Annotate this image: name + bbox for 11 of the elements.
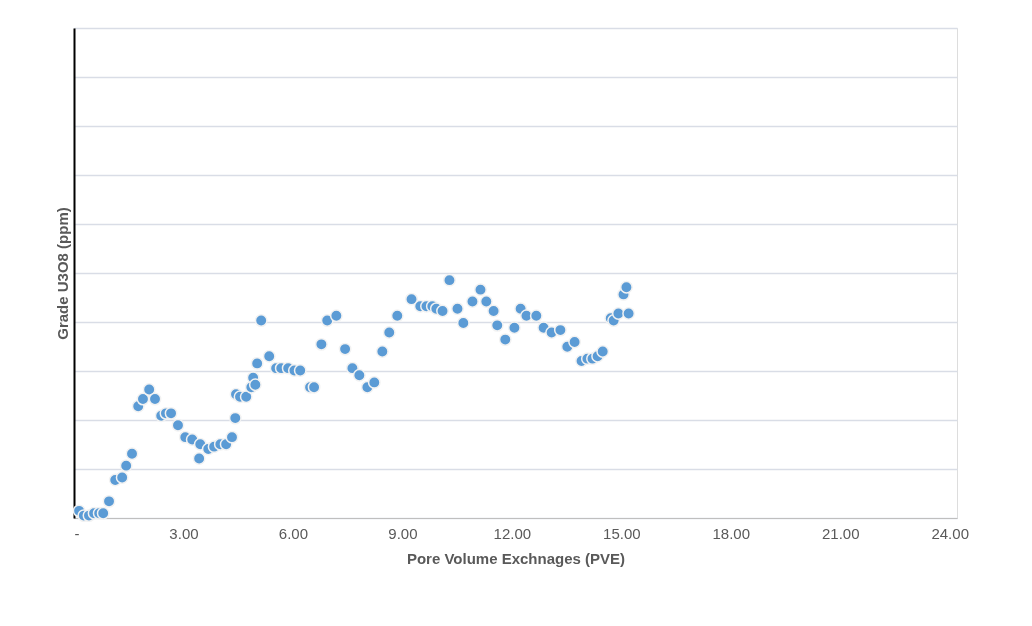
- x-tick-label: 6.00: [278, 524, 309, 542]
- x-tick-label: 21.00: [821, 524, 860, 542]
- x-tick-label: -: [74, 524, 80, 542]
- x-tick-label: 9.00: [388, 524, 418, 542]
- x-axis-title: Pore Volume Exchnages (PVE): [406, 549, 626, 567]
- x-tick-label: 15.00: [603, 524, 641, 542]
- x-tick-label: 24.00: [931, 524, 969, 542]
- y-axis-title: Grade U3O8 (ppm): [53, 207, 71, 340]
- x-tick-label: 3.00: [169, 524, 199, 542]
- x-tick-label: 18.00: [712, 524, 751, 542]
- x-tick-label: 12.00: [493, 524, 532, 542]
